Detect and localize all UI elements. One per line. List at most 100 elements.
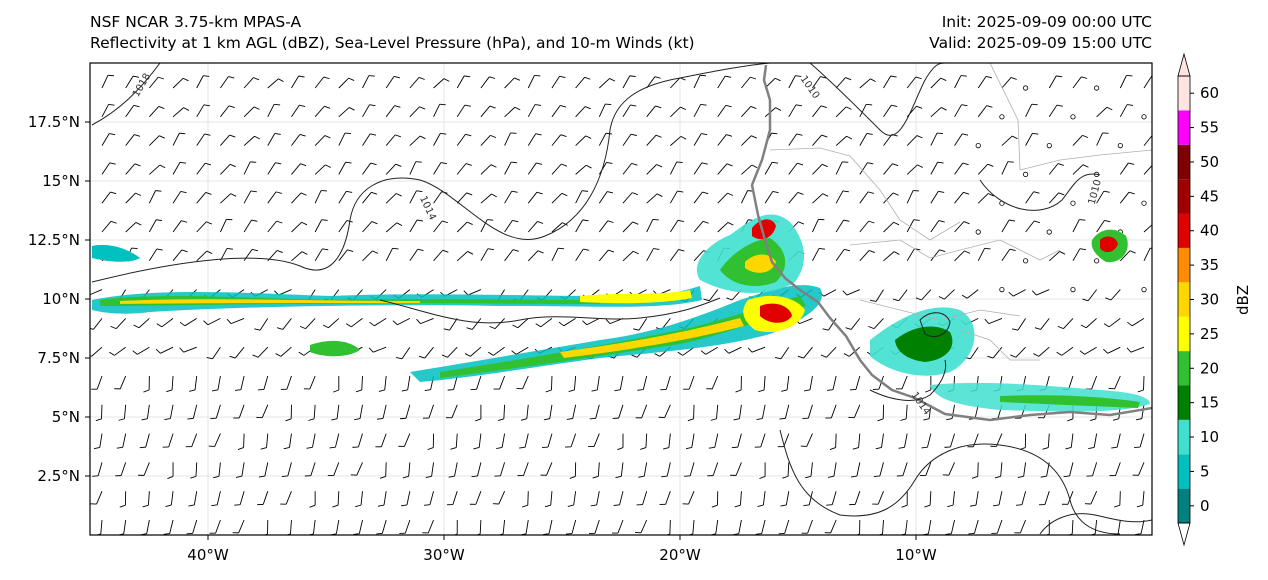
wind-barb — [179, 318, 197, 327]
wind-barb — [954, 104, 968, 118]
wind-barb — [527, 133, 542, 146]
wind-barb — [362, 191, 378, 204]
wind-barb — [984, 317, 1003, 325]
wind-barb — [615, 462, 624, 479]
wind-barb — [392, 317, 411, 326]
wind-barb — [115, 462, 127, 477]
wind-barb — [93, 433, 103, 450]
wind-barb — [977, 247, 991, 262]
wind-barb — [598, 132, 612, 146]
wind-barb — [693, 191, 709, 204]
wind-barb — [362, 75, 375, 89]
wind-barb — [859, 133, 873, 146]
wind-barb — [741, 164, 758, 175]
wind-barb — [487, 346, 505, 356]
wind-barb — [788, 104, 802, 118]
wind-barb — [172, 220, 188, 233]
wind-barb — [954, 191, 970, 204]
wind-barb — [706, 375, 719, 390]
wind-barb — [1079, 346, 1097, 355]
wind-barb — [208, 433, 221, 447]
wind-barb — [558, 318, 576, 327]
wind-barb — [835, 135, 853, 146]
wind-barb — [466, 318, 482, 330]
wind-barb — [362, 250, 379, 262]
wind-barb — [256, 404, 269, 419]
colorbar-tick-label: 10 — [1200, 428, 1219, 446]
wind-barb — [473, 433, 482, 450]
wind-barb — [267, 162, 282, 175]
wind-barb — [1061, 491, 1074, 505]
wind-barb — [1072, 164, 1089, 175]
wind-barb — [493, 375, 506, 390]
init-time: Init: 2025-09-09 00:00 UTC — [941, 13, 1152, 31]
wind-barb — [805, 462, 813, 479]
wind-barb — [1001, 219, 1016, 233]
wind-barb — [622, 250, 639, 262]
map-subtitle: Reflectivity at 1 km AGL (dBZ), Sea-Leve… — [90, 34, 695, 52]
wind-barb — [456, 192, 473, 204]
wind-barb — [781, 375, 790, 392]
wind-barb — [196, 221, 212, 233]
wind-barb — [138, 462, 150, 476]
wind-barb — [717, 222, 734, 233]
wind-barb — [758, 375, 766, 393]
wind-barb — [362, 162, 377, 175]
wind-barb — [735, 375, 742, 393]
wind-barb — [504, 219, 519, 233]
wind-barb — [203, 317, 221, 326]
wind-barb — [416, 317, 434, 325]
wind-barb — [683, 375, 695, 390]
wind-barb — [1025, 103, 1038, 117]
wind-barb — [149, 105, 165, 118]
wind-barb — [368, 346, 387, 353]
wind-barb — [167, 462, 174, 479]
wind-barb — [764, 191, 779, 204]
wind-barb — [257, 491, 269, 506]
wind-barb — [954, 221, 970, 233]
wind-barb — [1008, 289, 1026, 297]
wind-barb — [494, 462, 506, 477]
wind-barb — [179, 346, 197, 353]
wind-barb — [1137, 375, 1145, 393]
wind-barb — [267, 220, 283, 233]
wind-barb-calm — [999, 114, 1005, 120]
wind-barb — [243, 161, 257, 175]
wind-barb — [480, 164, 497, 175]
wind-barb — [947, 491, 955, 508]
lat-tick-label: 2.5°N — [37, 467, 80, 485]
wind-barb — [835, 77, 852, 89]
wind-barb — [850, 462, 861, 478]
wind-barb — [402, 462, 411, 479]
wind-barb — [243, 77, 260, 89]
wind-barb — [684, 462, 695, 477]
wind-barb — [504, 249, 519, 262]
wind-barb — [291, 104, 306, 118]
wind-barb — [456, 133, 472, 146]
wind-barb — [757, 491, 766, 507]
wind-barb — [803, 491, 813, 507]
wind-barb — [633, 318, 648, 331]
wind-barb — [475, 404, 482, 422]
wind-barb — [1135, 404, 1145, 421]
wind-barb — [734, 491, 742, 508]
wind-barb — [1031, 289, 1050, 296]
wind-barb — [707, 462, 719, 477]
wind-barb — [961, 289, 979, 299]
wind-barb — [741, 105, 757, 118]
wind-barb — [234, 491, 245, 506]
wind-barb — [1084, 491, 1098, 505]
wind-barb — [172, 107, 190, 118]
colorbar-extend-min — [1177, 522, 1191, 547]
wind-barb — [1048, 163, 1064, 175]
wind-barb — [565, 433, 577, 448]
wind-barb — [125, 192, 142, 204]
wind-barb — [636, 491, 648, 506]
wind-barb — [660, 375, 671, 391]
wind-barb — [433, 132, 447, 146]
wind-barb — [826, 375, 837, 391]
wind-barb — [185, 433, 198, 448]
wind-barb — [669, 190, 684, 204]
colorbar-segment — [1178, 110, 1190, 145]
wind-barb — [756, 404, 766, 421]
